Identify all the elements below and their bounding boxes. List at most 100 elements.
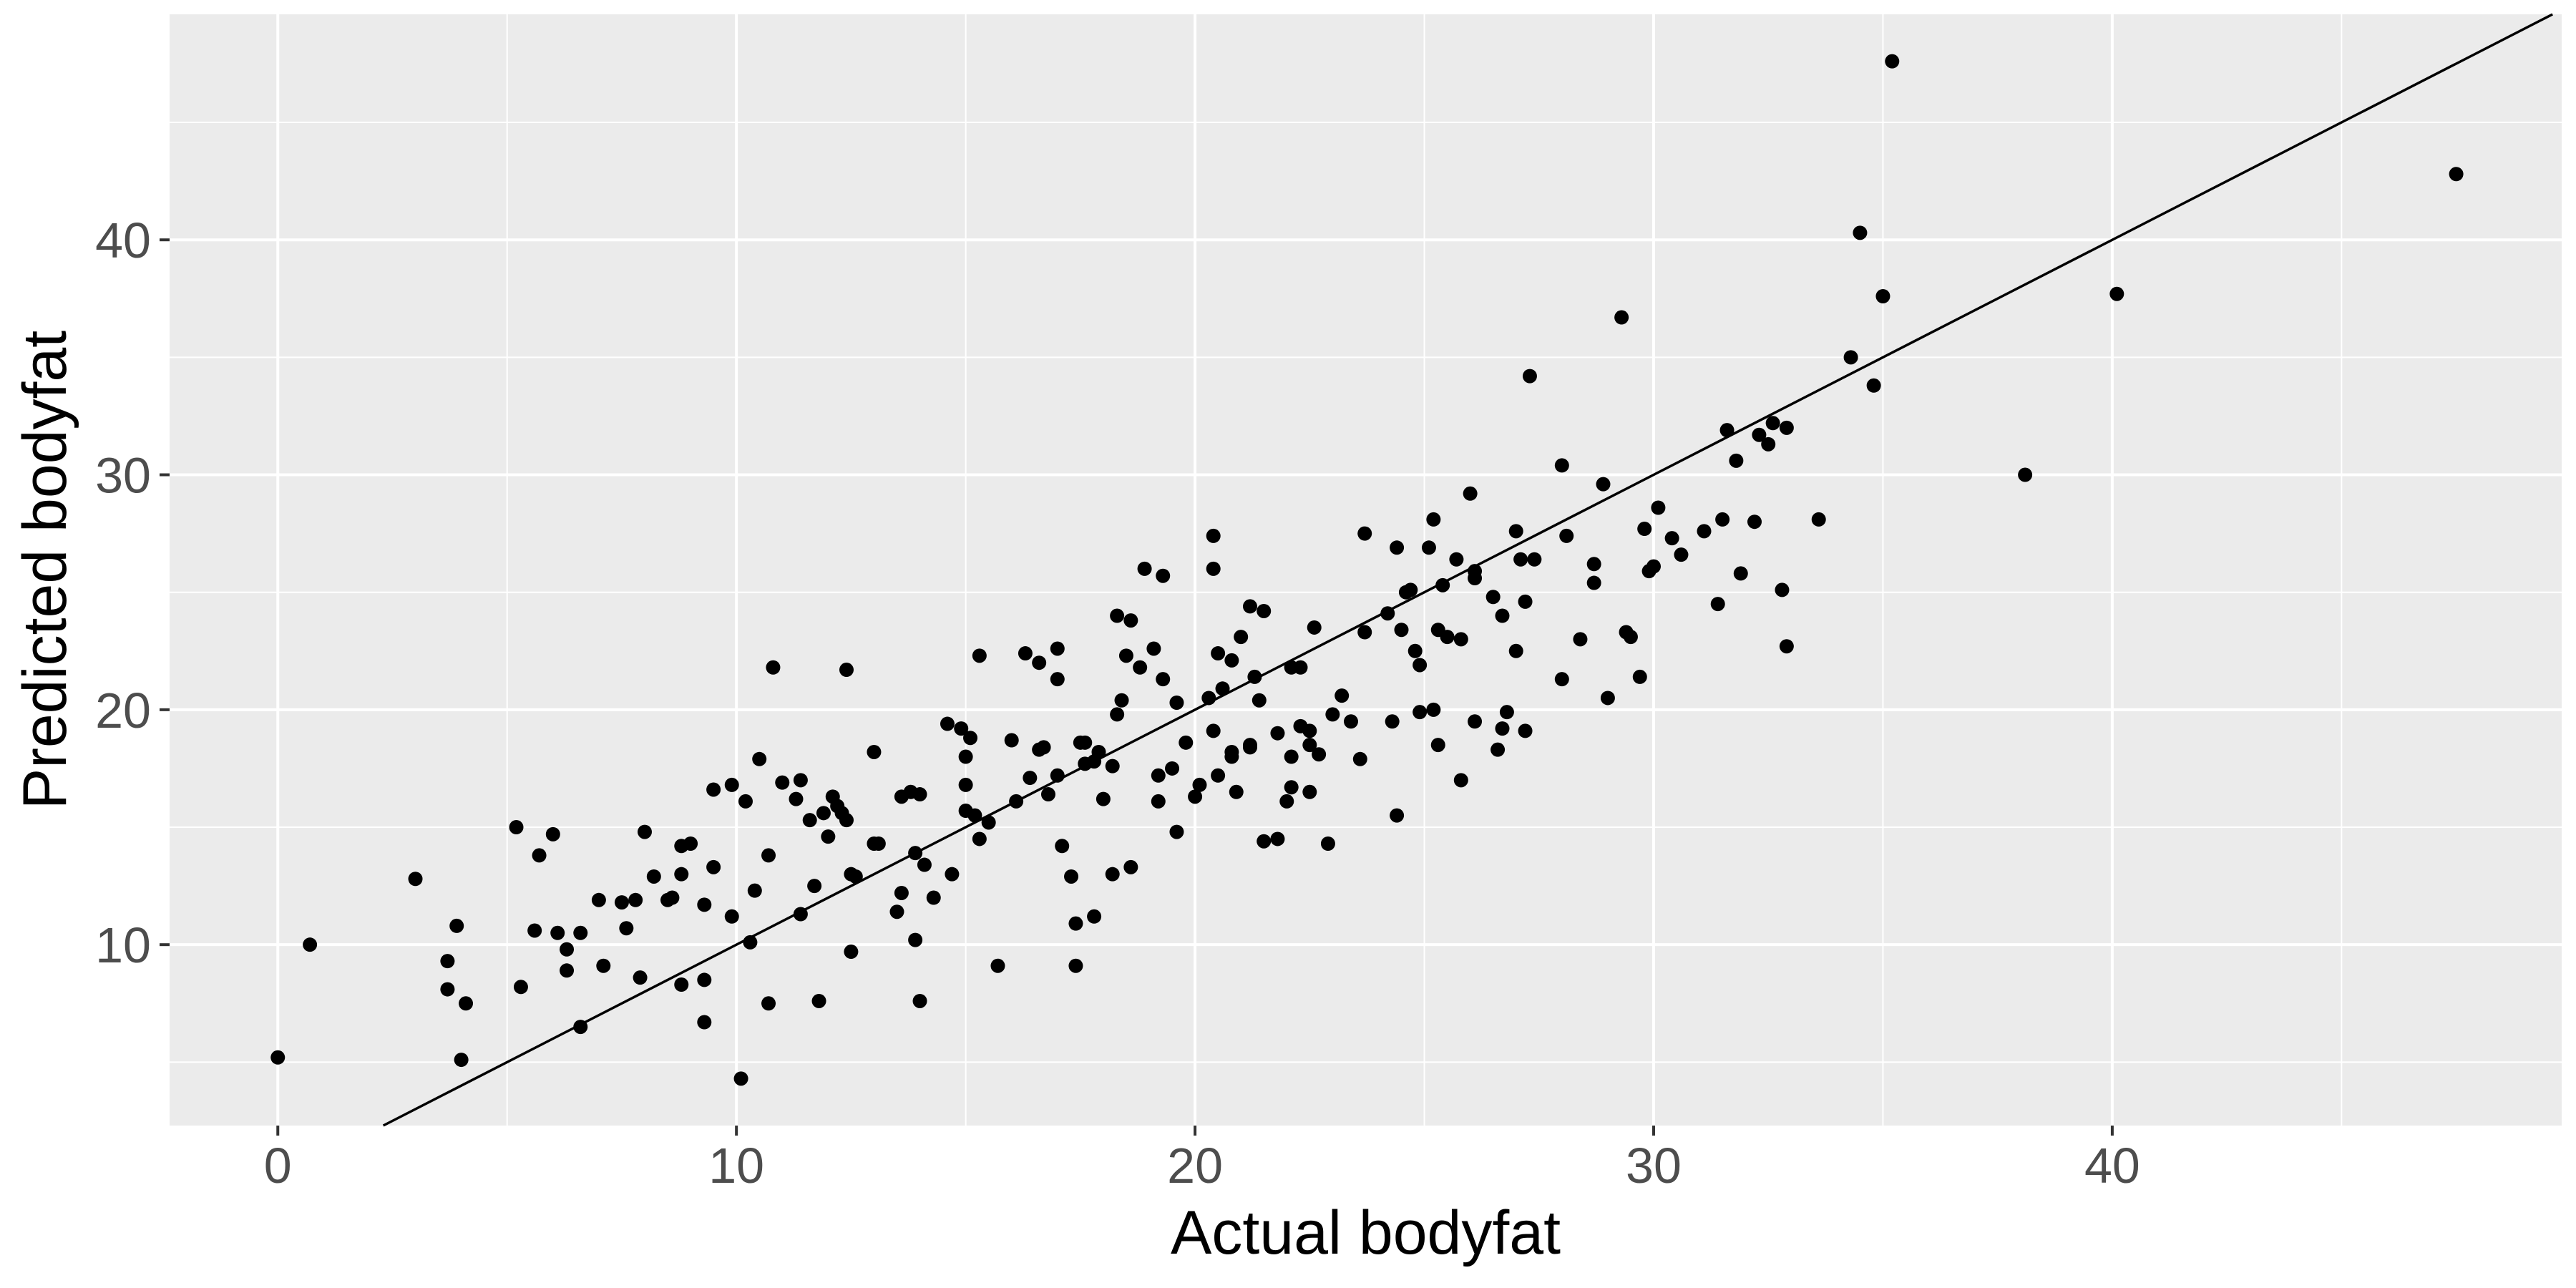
y-tick-label: 30 bbox=[95, 448, 151, 504]
x-tick-label: 40 bbox=[2084, 1138, 2140, 1194]
data-point bbox=[674, 977, 689, 992]
data-point bbox=[747, 883, 762, 898]
x-tick-label: 20 bbox=[1167, 1138, 1223, 1194]
data-point bbox=[1146, 641, 1161, 656]
data-point bbox=[733, 1071, 748, 1086]
data-point bbox=[1394, 623, 1409, 638]
data-point bbox=[596, 958, 611, 973]
y-tick-label: 20 bbox=[95, 683, 151, 738]
data-point bbox=[1055, 839, 1070, 854]
data-point bbox=[1242, 740, 1257, 755]
data-point bbox=[954, 721, 969, 736]
data-point bbox=[1733, 566, 1748, 581]
data-point bbox=[1242, 599, 1257, 614]
data-point bbox=[1449, 552, 1464, 567]
data-point bbox=[958, 749, 973, 764]
data-point bbox=[527, 923, 542, 938]
data-point bbox=[1284, 780, 1299, 795]
plot-panel bbox=[170, 14, 2562, 1126]
data-point bbox=[459, 996, 474, 1011]
data-point bbox=[1463, 486, 1478, 501]
data-point bbox=[1091, 744, 1106, 759]
data-point bbox=[1390, 808, 1405, 823]
data-points bbox=[270, 54, 2464, 1086]
data-point bbox=[1118, 648, 1133, 663]
data-point bbox=[1270, 726, 1285, 741]
data-point bbox=[619, 921, 634, 936]
data-point bbox=[1430, 738, 1445, 753]
y-tick-label: 40 bbox=[95, 213, 151, 268]
data-point bbox=[1206, 528, 1221, 543]
data-point bbox=[706, 859, 721, 874]
data-point bbox=[1023, 771, 1038, 786]
data-point bbox=[1068, 958, 1083, 973]
data-point bbox=[1646, 559, 1661, 574]
data-point bbox=[560, 963, 575, 978]
data-point bbox=[1866, 378, 1881, 393]
data-point bbox=[1229, 784, 1244, 799]
data-point bbox=[1508, 524, 1523, 539]
data-point bbox=[1215, 681, 1230, 696]
grid-minor bbox=[170, 14, 2562, 1126]
data-point bbox=[1036, 740, 1051, 755]
data-point bbox=[706, 782, 721, 797]
data-point bbox=[1312, 747, 1327, 762]
data-point bbox=[270, 1050, 286, 1065]
data-point bbox=[926, 890, 941, 905]
data-point bbox=[1390, 540, 1405, 555]
data-point bbox=[1435, 577, 1450, 592]
data-point bbox=[1302, 738, 1317, 753]
data-point bbox=[303, 937, 318, 952]
data-point bbox=[1747, 514, 1762, 530]
data-point bbox=[1499, 705, 1514, 720]
data-point bbox=[1875, 288, 1890, 303]
data-point bbox=[1586, 575, 1601, 590]
data-point bbox=[1307, 620, 1322, 635]
data-point bbox=[1335, 688, 1350, 703]
data-point bbox=[867, 744, 882, 759]
data-point bbox=[1518, 594, 1533, 609]
data-point bbox=[1853, 225, 1868, 240]
data-point bbox=[1518, 723, 1533, 738]
data-point bbox=[917, 857, 932, 872]
data-point bbox=[1407, 643, 1423, 658]
data-point bbox=[1252, 693, 1267, 708]
data-point bbox=[1068, 916, 1083, 931]
data-point bbox=[1697, 524, 1712, 539]
data-point bbox=[839, 813, 854, 828]
data-point bbox=[981, 815, 996, 830]
data-point bbox=[1485, 590, 1501, 605]
data-point bbox=[1440, 630, 1455, 645]
data-point bbox=[1234, 630, 1249, 645]
data-point bbox=[1224, 749, 1239, 764]
data-point bbox=[752, 751, 767, 766]
data-point bbox=[1710, 597, 1725, 612]
y-tick-label: 10 bbox=[95, 917, 151, 973]
data-point bbox=[1357, 625, 1372, 640]
data-point bbox=[573, 925, 588, 940]
data-point bbox=[1206, 561, 1221, 576]
data-point bbox=[683, 836, 698, 852]
data-point bbox=[1004, 733, 1019, 748]
x-axis-title: Actual bodyfat bbox=[1171, 1199, 1561, 1267]
data-point bbox=[1293, 660, 1308, 675]
data-point bbox=[1765, 416, 1780, 431]
data-point bbox=[1426, 512, 1441, 527]
data-point bbox=[1352, 751, 1367, 766]
data-point bbox=[440, 982, 455, 997]
data-point bbox=[1413, 658, 1428, 673]
data-point bbox=[844, 945, 859, 960]
data-point bbox=[665, 890, 680, 905]
data-point bbox=[816, 806, 831, 821]
data-point bbox=[408, 872, 423, 887]
data-point bbox=[1403, 582, 1418, 597]
data-point bbox=[1513, 552, 1528, 567]
data-point bbox=[908, 846, 923, 861]
data-point bbox=[1206, 723, 1221, 738]
data-point bbox=[1137, 561, 1152, 576]
data-point bbox=[1885, 54, 1900, 69]
data-point bbox=[674, 867, 689, 882]
data-point bbox=[724, 909, 739, 924]
data-point bbox=[1779, 639, 1794, 654]
